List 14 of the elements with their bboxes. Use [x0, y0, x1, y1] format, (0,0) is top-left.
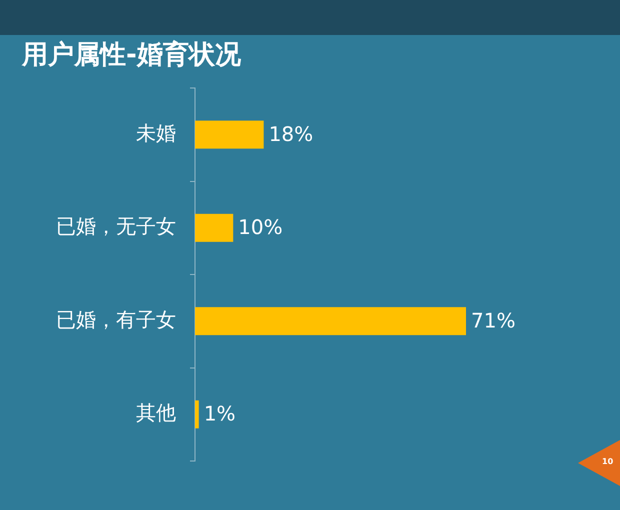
data-label: 1% — [204, 402, 236, 426]
bar — [195, 214, 234, 242]
bar — [195, 307, 466, 336]
y-tick-label: 其他 — [136, 400, 176, 425]
y-tick-label: 未婚 — [136, 120, 176, 145]
data-label: 10% — [238, 215, 283, 240]
chart-title: 用户属性-婚育状况 — [22, 39, 241, 72]
y-tick-label: 已婚，无子女 — [56, 214, 176, 238]
data-label: 71% — [471, 308, 516, 332]
text: 10 — [602, 456, 614, 468]
y-tick-label: 已婚，有子女 — [56, 307, 176, 332]
data-label: 18% — [268, 122, 314, 146]
bar — [195, 400, 199, 428]
bar — [195, 120, 264, 149]
